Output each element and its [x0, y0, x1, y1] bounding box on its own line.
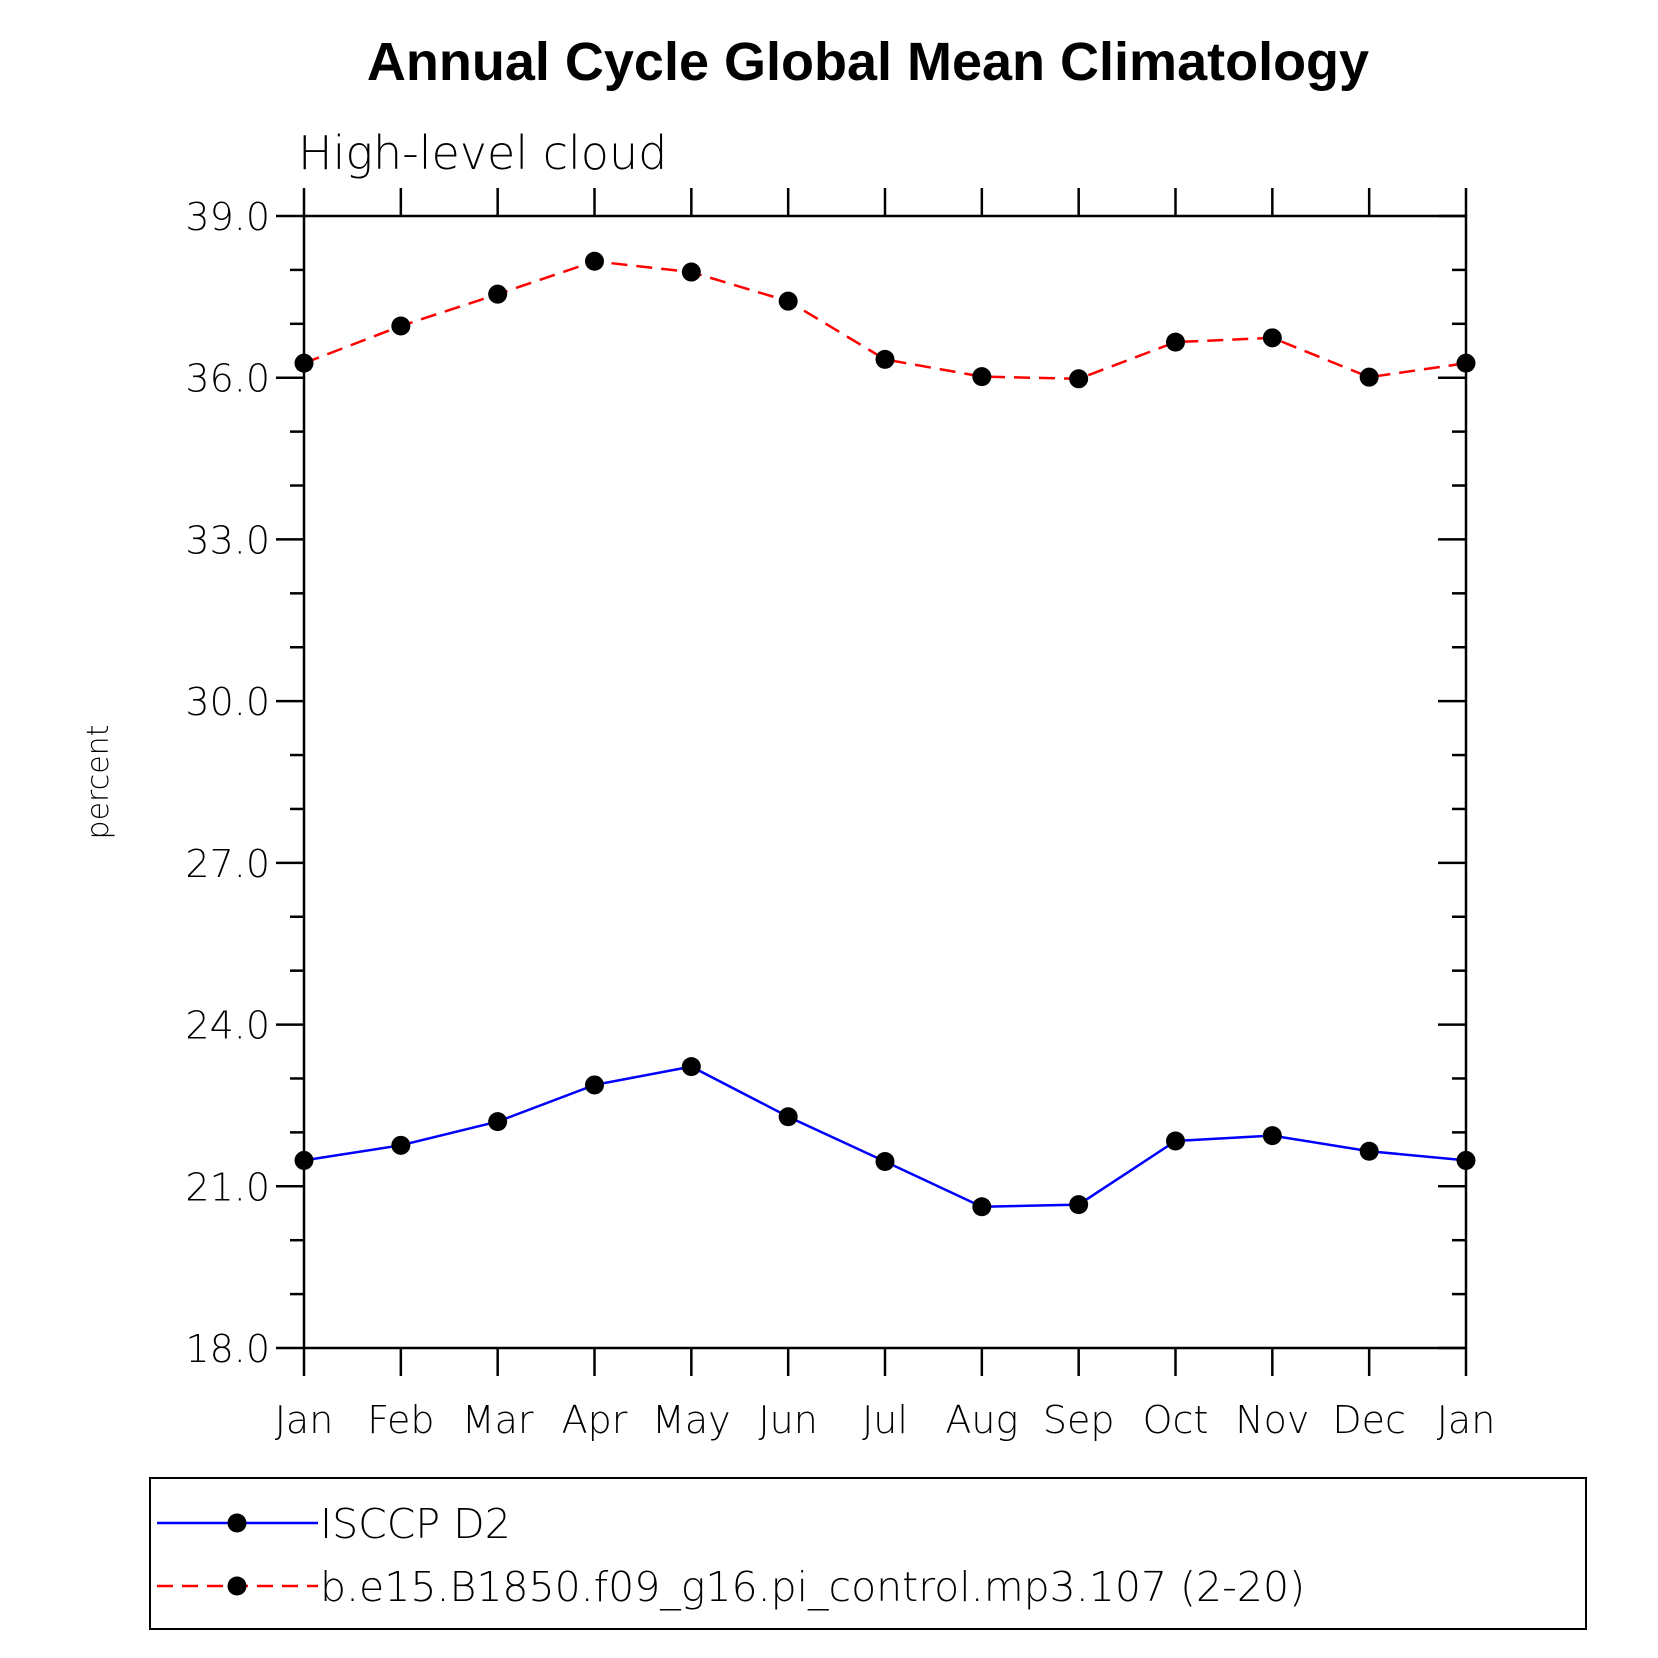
data-point-0: [391, 1135, 411, 1155]
data-point-0: [778, 1107, 798, 1127]
x-tick-label: Sep: [1043, 1398, 1115, 1442]
series-layer: [294, 251, 1476, 1217]
data-point-0: [294, 1150, 314, 1170]
y-tick-label: 21.0: [185, 1165, 270, 1209]
legend-marker-1: [227, 1576, 247, 1596]
data-point-1: [1359, 367, 1379, 387]
data-point-1: [681, 262, 701, 282]
data-point-1: [391, 316, 411, 336]
data-point-0: [681, 1057, 701, 1077]
x-tick-label: Jan: [1437, 1398, 1496, 1442]
chart-subtitle: High-level cloud: [298, 126, 667, 180]
data-point-0: [1166, 1131, 1185, 1151]
y-tick-label: 33.0: [185, 518, 270, 562]
plot-frame: [302, 214, 1468, 1350]
chart-title: Annual Cycle Global Mean Climatology: [367, 32, 1369, 92]
y-tick-label: 27.0: [185, 842, 270, 886]
data-point-1: [778, 291, 798, 311]
x-tick-label: Mar: [462, 1398, 534, 1442]
series-line-0: [303, 1065, 1467, 1209]
legend-box: [149, 1477, 1587, 1630]
data-point-0: [875, 1151, 895, 1171]
x-tick-label: Apr: [562, 1398, 628, 1442]
y-tick-label: 36.0: [185, 357, 270, 401]
data-point-0: [1069, 1195, 1089, 1215]
legend-label-model: b.e15.B1850.f09_g16.pi_control.mp3.107 (…: [320, 1563, 1305, 1611]
y-tick-label: 39.0: [185, 195, 270, 239]
x-tick-label: Feb: [367, 1398, 434, 1442]
data-point-1: [875, 349, 895, 369]
data-point-0: [1359, 1141, 1379, 1161]
x-tick-label: May: [652, 1398, 731, 1442]
y-tick-label: 24.0: [185, 1004, 270, 1048]
data-point-0: [1262, 1126, 1282, 1146]
y-axis-label: percent: [81, 725, 116, 840]
data-point-1: [585, 251, 604, 271]
data-point-1: [972, 367, 992, 387]
data-point-1: [294, 353, 314, 373]
data-point-1: [1166, 332, 1185, 352]
x-tick-label: Jul: [862, 1398, 908, 1442]
x-tick-label: Dec: [1332, 1398, 1406, 1442]
data-point-0: [585, 1075, 604, 1095]
y-tick-label: 30.0: [185, 680, 270, 724]
data-point-1: [1069, 369, 1089, 389]
x-tick-label: Oct: [1143, 1398, 1209, 1442]
x-tick-label: Aug: [945, 1398, 1018, 1442]
data-point-1: [488, 284, 508, 304]
data-point-1: [1456, 353, 1476, 373]
y-tick-label: 18.0: [185, 1327, 270, 1371]
data-point-0: [488, 1112, 508, 1132]
data-point-1: [1262, 328, 1282, 348]
data-point-0: [1456, 1150, 1476, 1170]
axis-ticks: 18.0 21.0 24.0 27.0 30.0 33.0 36.0 39.0 Jan Feb Ma…: [185, 188, 1495, 1442]
legend-marker-0: [227, 1513, 247, 1533]
legend-label-isccp: ISCCP D2: [320, 1500, 511, 1548]
x-tick-label: Nov: [1235, 1398, 1309, 1442]
data-point-0: [972, 1197, 992, 1217]
x-tick-label: Jan: [275, 1398, 334, 1442]
legend: ISCCP D2 b.e15.B1850.f09_g16.pi_control.…: [149, 1477, 1587, 1630]
x-tick-label: Jun: [758, 1398, 817, 1442]
